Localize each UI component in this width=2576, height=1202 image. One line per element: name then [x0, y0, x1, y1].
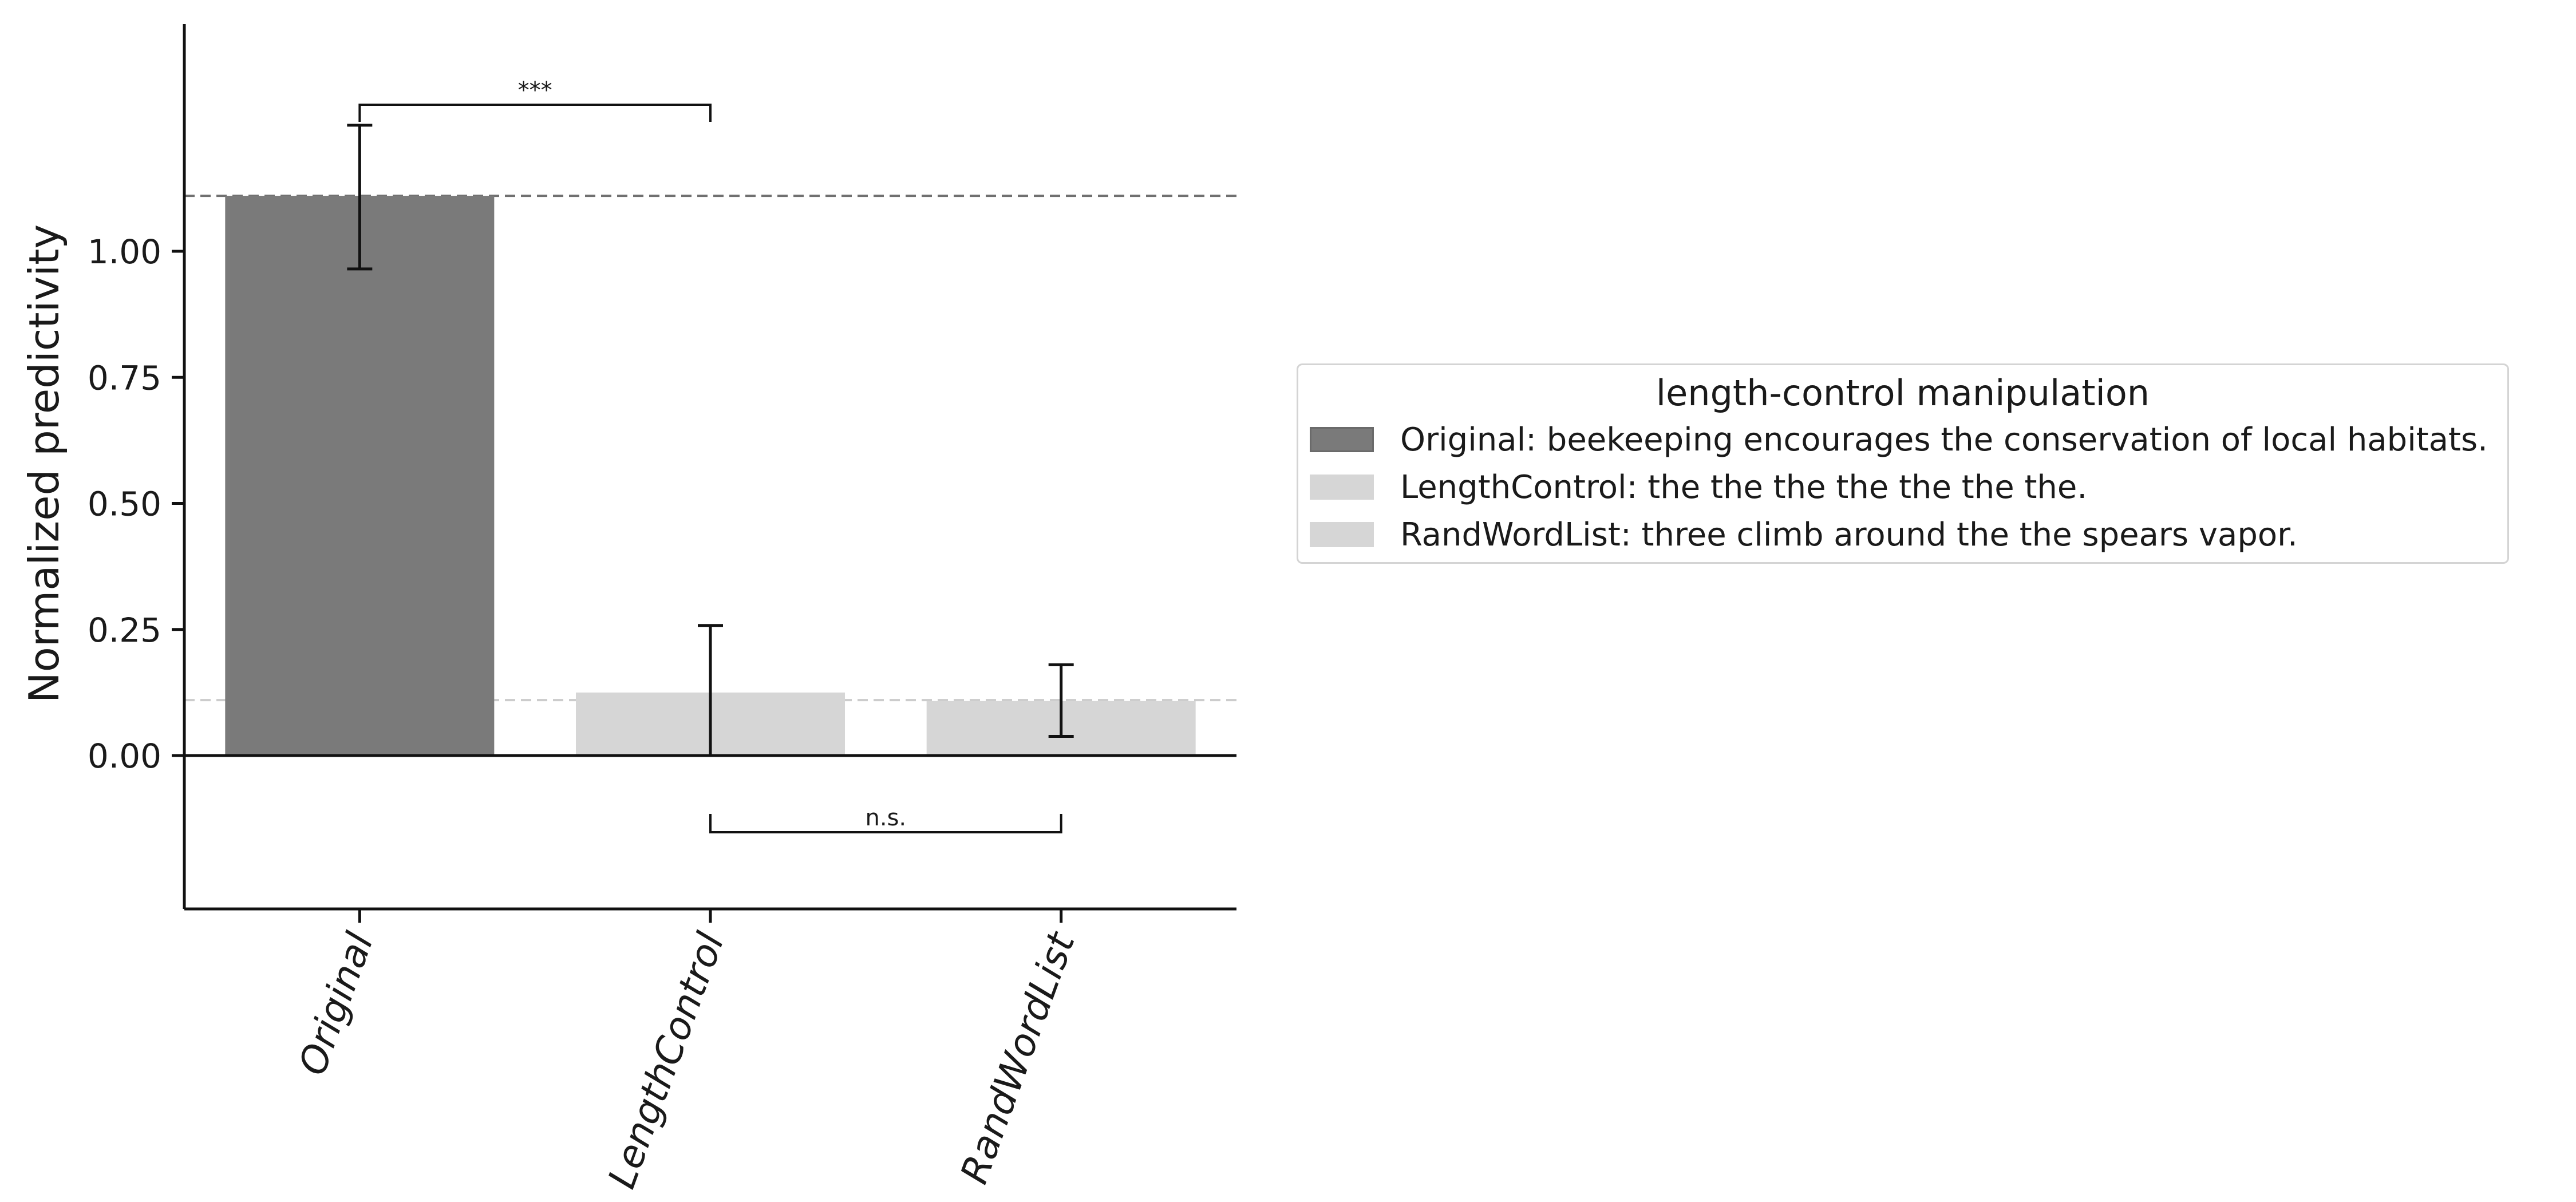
error-bar-randwordlist: [1048, 663, 1074, 738]
y-tick-label: 1.00: [88, 232, 161, 271]
legend-label: Original: beekeeping encourages the cons…: [1400, 421, 2488, 458]
x-tick-label: RandWordList: [952, 926, 1084, 1189]
y-tick-label: 0.25: [88, 611, 161, 650]
legend-item: RandWordList: three climb around the the…: [1310, 515, 2298, 555]
y-tick-label: 0.75: [88, 358, 161, 397]
bars: [225, 196, 1196, 756]
legend: length-control manipulation Original: be…: [1297, 363, 2509, 564]
legend-title: length-control manipulation: [1656, 372, 2150, 414]
legend-item: Original: beekeeping encourages the cons…: [1310, 420, 2488, 460]
legend-swatch: [1310, 427, 1374, 452]
error-bar-original: [347, 124, 373, 271]
legend-item: LengthControl: the the the the the the t…: [1310, 467, 2087, 507]
significance-label: n.s.: [866, 805, 907, 831]
significance-bracket-0: ***: [358, 77, 712, 122]
x-tick-label: LengthControl: [599, 927, 733, 1195]
significance-bracket-1: n.s.: [709, 805, 1062, 833]
legend-swatch: [1310, 522, 1374, 547]
y-tick-label: 0.50: [88, 485, 161, 524]
legend-label: LengthControl: the the the the the the t…: [1400, 468, 2088, 506]
error-bars: [347, 124, 1074, 757]
y-axis-label: Normalized predictivity: [20, 224, 68, 703]
legend-label: RandWordList: three climb around the the…: [1400, 516, 2298, 553]
legend-swatch: [1310, 475, 1374, 500]
significance-annotations: *** n.s.: [358, 77, 1062, 833]
x-tick-label: Original: [290, 927, 382, 1081]
y-tick-label: 0.00: [88, 737, 161, 776]
bar-original: [225, 196, 495, 756]
significance-label: ***: [518, 77, 552, 104]
